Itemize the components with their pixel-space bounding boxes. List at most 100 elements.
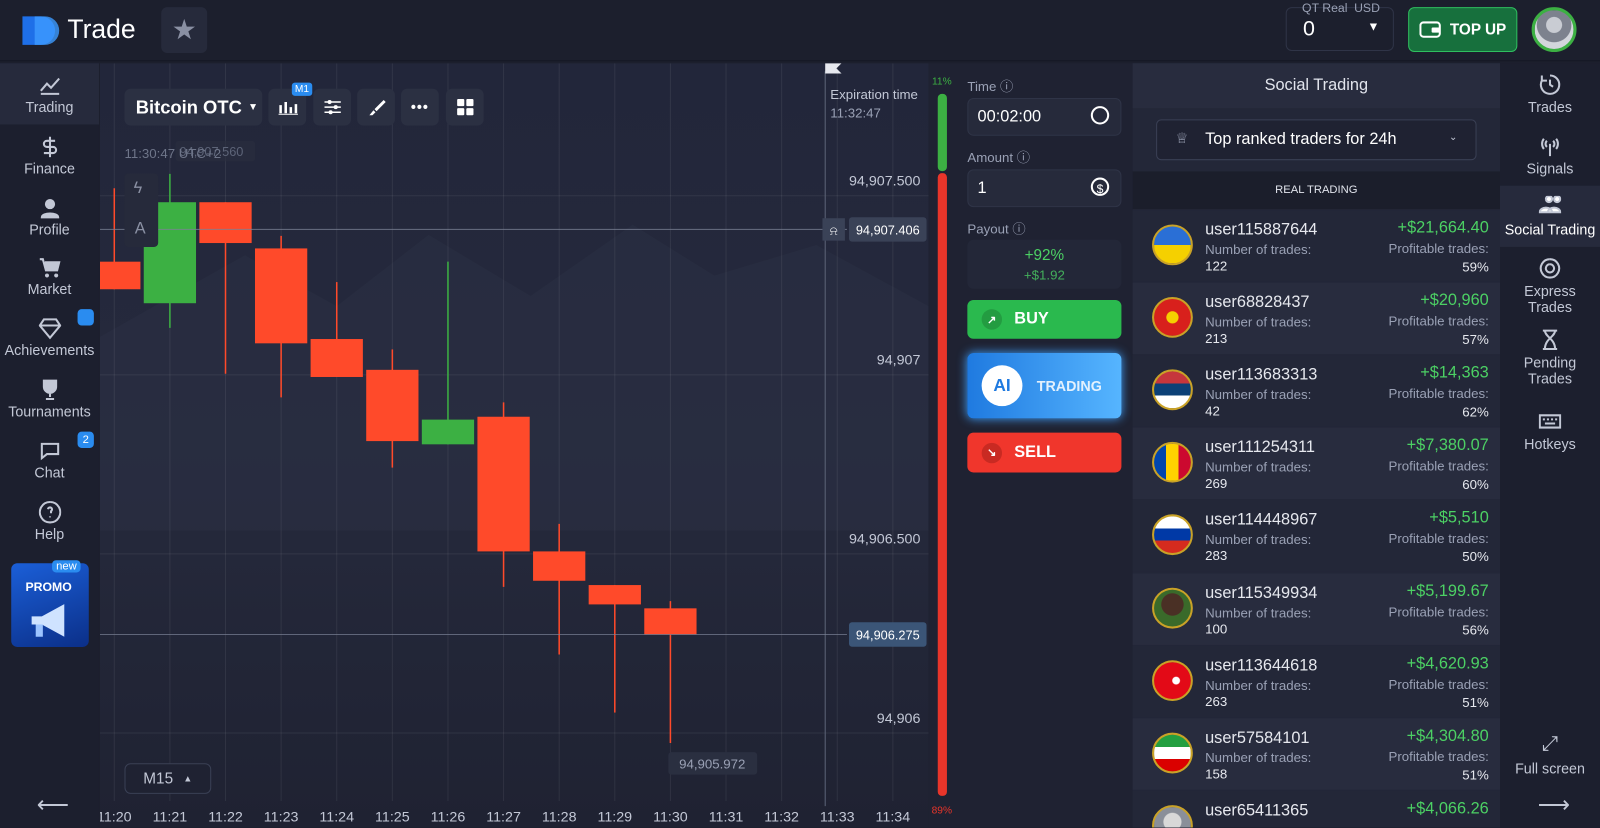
nav-item[interactable]: Market xyxy=(0,245,99,306)
quick-tools: ϟ A xyxy=(124,173,159,247)
nav-item[interactable]: Achievements xyxy=(0,306,99,367)
trades-count: 283 xyxy=(1205,548,1228,564)
x-tick-label: 11:28 xyxy=(542,809,577,825)
layout-button[interactable] xyxy=(445,88,484,126)
nav-icon xyxy=(42,379,57,400)
top-up-button[interactable]: TOP UP xyxy=(1408,7,1518,53)
trader-row[interactable]: user68828437 +$20,960 Number of trades: 213… xyxy=(1132,282,1500,355)
lightning-tool[interactable]: ϟ xyxy=(133,179,143,197)
trader-profit: +$21,664.40 xyxy=(1397,219,1489,237)
timeframe-selector[interactable]: M15 ▲ xyxy=(124,763,212,794)
price-label-box xyxy=(848,217,927,242)
megaphone-icon xyxy=(31,604,65,637)
promo-banner[interactable]: new PROMO xyxy=(11,560,89,647)
promo-badge: new xyxy=(52,560,81,573)
trader-row[interactable]: user65411365 +$4,066.26 xyxy=(1132,790,1500,828)
trades-count: 269 xyxy=(1205,475,1228,492)
trader-name: user115887644 xyxy=(1205,221,1318,239)
x-tick-label: 11:26 xyxy=(431,809,466,825)
right-nav-item[interactable]: Social Trading xyxy=(1499,185,1600,247)
right-nav-item[interactable]: Express Trades xyxy=(1500,247,1600,318)
trader-row[interactable]: user115349934 +$5,199.67 Number of trades:… xyxy=(1132,572,1500,645)
period-badge: M1 xyxy=(291,82,313,96)
right-nav-item[interactable]: Pending Trades xyxy=(1500,318,1600,400)
sell-button[interactable]: ↘ SELL xyxy=(967,432,1122,473)
trader-row[interactable]: user111254311 +$7,380.07 Number of trades:… xyxy=(1132,427,1500,500)
trades-label: Number of trades: xyxy=(1205,459,1312,475)
buy-label: BUY xyxy=(1014,310,1049,328)
trader-profit: +$14,363 xyxy=(1420,364,1489,382)
y-tick-label: 94,907.500 xyxy=(849,174,920,190)
trader-avatar xyxy=(1152,514,1193,556)
nav-item[interactable]: Tournaments xyxy=(0,367,99,428)
x-tick-label: 11:24 xyxy=(319,809,354,825)
y-tick-label: 94,906 xyxy=(877,711,921,727)
nav-label: Chat xyxy=(34,464,65,481)
nav-item[interactable]: Finance xyxy=(0,124,99,185)
filter-text: Top ranked traders for 24h xyxy=(1205,130,1397,148)
trader-row[interactable]: user114448967 +$5,510 Number of trades: 283… xyxy=(1132,500,1500,572)
profitable-percent: 51% xyxy=(1462,694,1489,710)
drawing-button[interactable] xyxy=(357,88,395,126)
nav-item[interactable]: Profile xyxy=(0,186,99,247)
nav-item[interactable]: Chat xyxy=(0,429,99,490)
trader-profit: +$4,304.80 xyxy=(1406,727,1489,745)
right-nav-icon xyxy=(1539,258,1561,279)
full-screen-button[interactable]: ⤢ Full screen xyxy=(1515,732,1585,777)
x-tick-label: 11:30 xyxy=(653,809,688,825)
asset-selector[interactable]: Bitcoin OTC ▼ xyxy=(124,88,263,126)
nav-icon xyxy=(40,442,59,461)
user-avatar[interactable] xyxy=(1531,7,1577,53)
favorite-button[interactable]: ★ xyxy=(161,7,208,54)
balance-box[interactable] xyxy=(1285,7,1394,52)
ai-trading-button[interactable]: AI TRADING xyxy=(967,353,1122,419)
buy-button[interactable]: ↗ BUY xyxy=(967,299,1122,339)
ai-trading-label: TRADING xyxy=(1036,377,1102,394)
collapse-arrow[interactable]: ⟵ xyxy=(36,791,69,818)
right-nav-label: Pending Trades xyxy=(1523,354,1577,387)
alert-box xyxy=(822,218,845,241)
indicators-button[interactable] xyxy=(313,88,352,126)
sentiment-label: 89% xyxy=(932,805,952,816)
expiration-label: Expiration time xyxy=(830,87,918,102)
text-tool[interactable]: A xyxy=(134,220,146,238)
right-nav-item[interactable]: Signals xyxy=(1500,124,1600,185)
time-input[interactable]: 00:02:00 xyxy=(967,97,1122,136)
nav-label: Trading xyxy=(25,98,74,116)
profitable-label: Profitable trades: xyxy=(1388,313,1489,329)
trader-name: user57584101 xyxy=(1205,729,1310,747)
nav-icon xyxy=(39,77,60,95)
trader-row[interactable]: user113683313 +$14,363 Number of trades: 42… xyxy=(1132,355,1500,427)
right-nav-label: Social Trading xyxy=(1504,221,1596,238)
right-nav-item[interactable]: Trades xyxy=(1500,63,1600,124)
trader-row[interactable]: user113644618 +$4,620.93 Number of trades:… xyxy=(1132,645,1500,717)
time-label: Time ⓘ xyxy=(967,78,1014,94)
right-nav-item[interactable]: Hotkeys xyxy=(1500,400,1600,461)
profitable-label: Profitable trades: xyxy=(1388,748,1489,764)
expand-arrow[interactable]: ⟶ xyxy=(1537,791,1570,818)
right-nav-icon xyxy=(1542,329,1558,350)
profitable-percent: 59% xyxy=(1462,259,1489,275)
trader-avatar xyxy=(1152,659,1193,701)
candle-body xyxy=(533,551,586,581)
ai-badge: AI xyxy=(981,365,1023,407)
profitable-percent: 62% xyxy=(1462,404,1489,420)
profitable-percent: 51% xyxy=(1462,767,1489,783)
x-tick-label: 11:25 xyxy=(375,809,410,825)
trader-row[interactable]: user57584101 +$4,304.80 Number of trades: 1… xyxy=(1132,718,1500,790)
more-button[interactable]: ••• xyxy=(401,88,439,126)
profitable-label: Profitable trades: xyxy=(1388,240,1489,257)
price-label: 94,907.406 xyxy=(856,223,920,238)
trader-row[interactable]: user115887644 +$21,664.40 Number of trades… xyxy=(1132,210,1500,282)
x-tick-label: 11:33 xyxy=(820,809,855,825)
low-price-label: 94,905.972 xyxy=(679,757,745,772)
nav-item[interactable]: Help xyxy=(0,490,99,551)
alert-icon: ⍾ xyxy=(830,224,838,238)
nav-item[interactable]: Trading xyxy=(0,63,99,125)
trader-profit: +$5,510 xyxy=(1429,509,1489,527)
amount-input[interactable]: 1 $ xyxy=(967,169,1122,208)
trader-filter[interactable]: ♕ Top ranked traders for 24h ⌄ xyxy=(1156,119,1477,161)
trader-name: user115349934 xyxy=(1205,584,1318,602)
trader-name: user68828437 xyxy=(1205,293,1310,312)
